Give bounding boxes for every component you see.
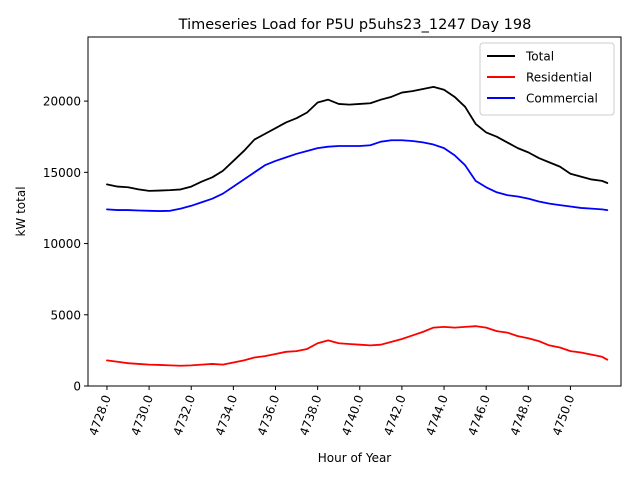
legend-label-total: Total — [525, 50, 554, 64]
legend: Total Residential Commercial — [479, 42, 615, 116]
y-tick-label: 0 — [73, 380, 81, 394]
series-line-residential — [106, 325, 609, 367]
legend-label-residential: Residential — [526, 71, 592, 85]
y-axis-ticks: 0 5000 10000 15000 20000 — [43, 95, 88, 394]
series-layer — [106, 85, 609, 367]
series-line-total — [106, 85, 609, 192]
y-tick-label: 20000 — [43, 95, 81, 109]
y-tick-label: 5000 — [50, 308, 81, 322]
y-tick-label: 10000 — [43, 237, 81, 251]
chart-title: Timeseries Load for P5U p5uhs23_1247 Day… — [178, 17, 532, 33]
x-axis-label: Hour of Year — [318, 451, 392, 465]
axes-frame — [87, 36, 622, 387]
series-line-commercial — [106, 139, 609, 212]
y-tick-label: 15000 — [43, 166, 81, 180]
y-axis-label: kW total — [14, 186, 28, 236]
legend-label-commercial: Commercial — [526, 92, 598, 106]
